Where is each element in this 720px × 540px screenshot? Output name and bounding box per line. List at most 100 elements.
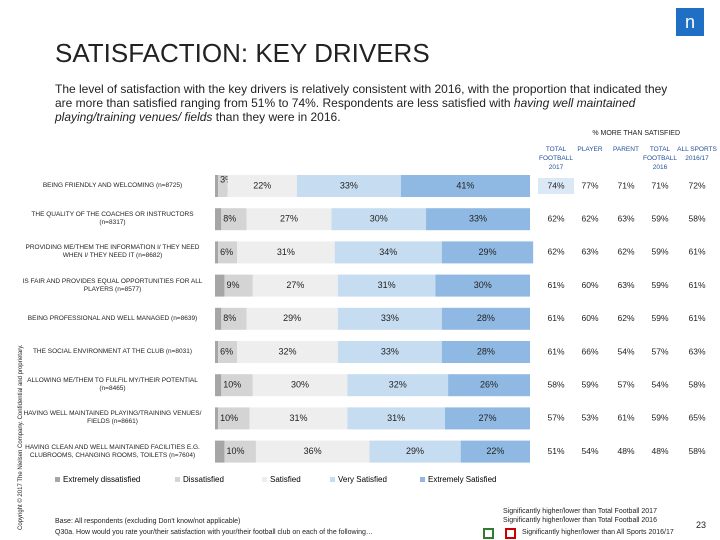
table-cell: 61% xyxy=(688,280,705,290)
table-cell: 61% xyxy=(617,413,634,423)
bar-segment xyxy=(441,307,530,330)
bar-segment xyxy=(218,407,250,430)
table-cell: 77% xyxy=(581,180,598,190)
value-label: 33% xyxy=(381,313,399,323)
table-cell: 60% xyxy=(581,313,598,323)
column-header: PLAYER xyxy=(577,146,603,153)
bar-segment xyxy=(435,274,530,297)
value-label: 3% xyxy=(220,174,233,184)
table-cell: 71% xyxy=(651,180,668,190)
table-cell: 63% xyxy=(617,280,634,290)
table-cell: 62% xyxy=(581,213,598,223)
sig-note: Significantly higher/lower than All Spor… xyxy=(522,529,674,536)
legend-label: Very Satisfied xyxy=(338,475,387,484)
table-cell: 57% xyxy=(617,379,634,389)
table-cell: 59% xyxy=(651,213,668,223)
bar-segment xyxy=(237,341,338,363)
bar-segment xyxy=(221,307,247,330)
table-cell: 63% xyxy=(617,213,634,223)
bar-segment xyxy=(296,175,401,197)
table-cell: 62% xyxy=(617,313,634,323)
table-cell: 71% xyxy=(617,180,634,190)
bar-segment xyxy=(215,175,219,197)
value-label: 33% xyxy=(381,346,399,356)
bar-segment xyxy=(347,407,445,430)
value-label: 33% xyxy=(340,180,358,190)
value-label: 36% xyxy=(304,446,322,456)
category-label: BEING PROFESSIONAL AND WELL MANAGED (n=8… xyxy=(27,314,198,322)
bar-segment xyxy=(215,440,225,463)
table-cell: 63% xyxy=(581,247,598,257)
bar-segment xyxy=(369,440,461,463)
table-cell: 72% xyxy=(688,180,705,190)
value-label: 30% xyxy=(474,280,492,290)
category-label: HAVING CLEAN AND WELL MAINTAINED FACILIT… xyxy=(25,443,200,459)
value-label: 6% xyxy=(220,247,233,257)
intro-text: The level of satisfaction with the key d… xyxy=(55,82,668,110)
category-label: THE QUALITY OF THE COACHES OR INSTRUCTOR… xyxy=(31,211,194,227)
sig-box xyxy=(505,528,516,539)
table-cell: 74% xyxy=(547,180,564,190)
value-label: 31% xyxy=(277,247,295,257)
bar-segment xyxy=(237,241,335,264)
category-label: ALLOWING ME/THEM TO FULFIL MY/THEIR POTE… xyxy=(27,377,198,393)
column-header: PARENT xyxy=(613,146,639,153)
table-cell: 57% xyxy=(651,346,668,356)
value-label: 26% xyxy=(480,380,498,390)
bar-segment xyxy=(448,374,530,397)
sig-note: Significantly higher/lower than Total Fo… xyxy=(503,517,657,524)
bar-segment xyxy=(218,341,238,363)
value-label: 6% xyxy=(220,346,233,356)
table-cell: 59% xyxy=(651,280,668,290)
legend-swatch xyxy=(262,477,267,482)
bar-segment xyxy=(255,440,370,463)
bar-segment xyxy=(337,274,436,297)
legend-label: Extremely Satisfied xyxy=(428,475,496,484)
table-cell: 62% xyxy=(547,213,564,223)
bar-segment xyxy=(221,374,253,397)
bar-segment xyxy=(215,241,219,264)
bar-segment xyxy=(441,241,534,264)
value-label: 31% xyxy=(387,413,405,423)
bar-segment xyxy=(460,440,530,463)
value-label: 28% xyxy=(477,346,495,356)
value-label: 8% xyxy=(223,313,236,323)
bar-segment xyxy=(252,374,348,397)
category-label: BEING FRIENDLY AND WELCOMING (n=8725) xyxy=(42,182,183,189)
table-cell: 62% xyxy=(547,247,564,257)
table-cell: 48% xyxy=(617,446,634,456)
table-cell: 61% xyxy=(688,247,705,257)
table-header: % MORE THAN SATISFIED xyxy=(592,130,680,137)
bar-segment xyxy=(218,175,228,197)
bar-segment xyxy=(347,374,449,397)
category-label: PROVIDING ME/THEM THE INFORMATION I/ THE… xyxy=(25,244,200,260)
sig-box xyxy=(483,528,494,539)
column-header: ALL SPORTS 2016/17 xyxy=(677,146,717,162)
bar-segment xyxy=(215,407,219,430)
bar-segment xyxy=(215,341,219,363)
page-number: 23 xyxy=(696,520,707,530)
bar-segment xyxy=(215,208,222,231)
table-cell: 51% xyxy=(547,446,564,456)
category-label: HAVING WELL MAINTAINED PLAYING/TRAINING … xyxy=(23,410,202,426)
table-cell: 65% xyxy=(688,413,705,423)
bar-segment xyxy=(218,241,238,264)
value-label: 9% xyxy=(226,280,239,290)
bar-segment xyxy=(227,175,297,197)
value-label: 31% xyxy=(289,413,307,423)
table-cell: 63% xyxy=(688,346,705,356)
bar-segment xyxy=(252,274,338,297)
value-label: 10% xyxy=(223,380,241,390)
legend-swatch xyxy=(175,477,180,482)
legend-label: Dissatisfied xyxy=(183,475,224,484)
legend-label: Satisfied xyxy=(270,475,301,484)
value-label: 29% xyxy=(478,247,496,257)
value-label: 28% xyxy=(477,313,495,323)
column-header: TOTAL FOOTBALL 2016 xyxy=(643,146,677,171)
table-cell: 62% xyxy=(617,247,634,257)
sig-note: Significantly higher/lower than Total Fo… xyxy=(503,508,657,515)
value-label: 22% xyxy=(486,446,504,456)
table-cell: 61% xyxy=(688,313,705,323)
value-label: 10% xyxy=(226,446,244,456)
